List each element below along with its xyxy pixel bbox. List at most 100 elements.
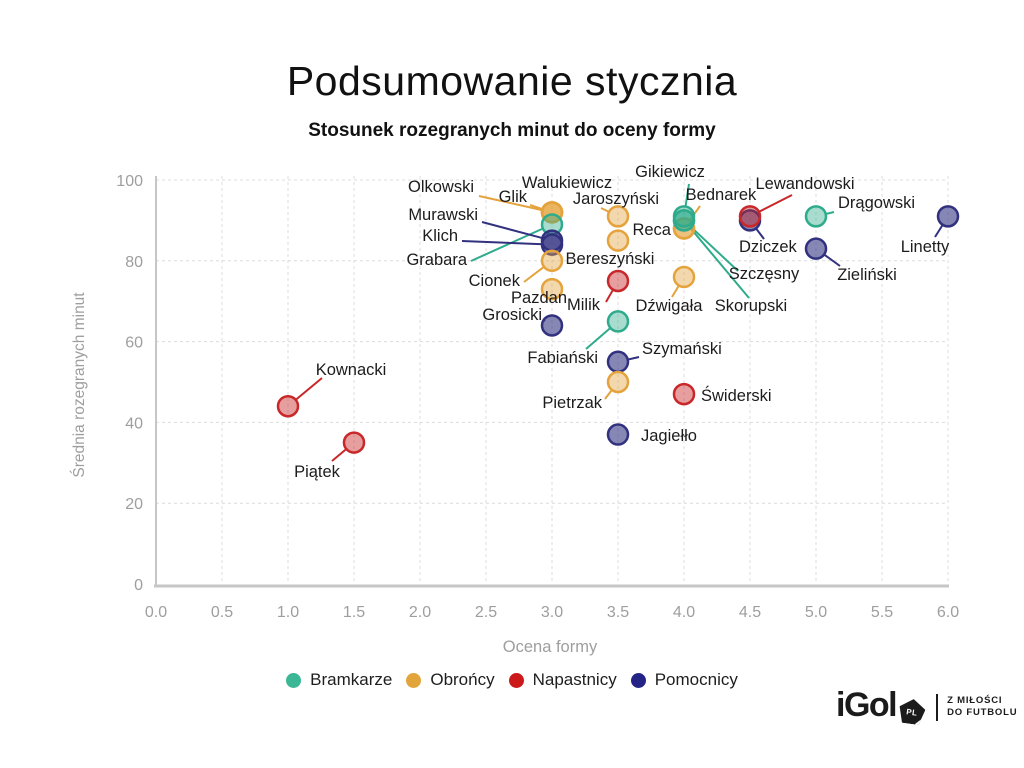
point-label-Szczęsny: Szczęsny [729, 265, 800, 283]
point-label-Grosicki: Grosicki [482, 306, 542, 324]
page-title: Podsumowanie stycznia [286, 58, 738, 104]
data-point-Zieliński [804, 237, 828, 260]
x-tick-label: 4.0 [673, 604, 695, 621]
legend-label: Napastnicy [532, 670, 617, 689]
leader-line-Zieliński [822, 253, 841, 267]
legend-dot-icon [286, 672, 302, 688]
x-tick-label: 5.0 [805, 604, 827, 621]
data-point-Gikiewicz [672, 205, 696, 228]
data-point-Dźwigała [672, 265, 696, 289]
chart-legend: Bramkarze Obrońcy Napastnicy Pomocnicy [0, 670, 1024, 690]
x-tick-label: 0.5 [211, 604, 233, 621]
logo-divider [936, 693, 939, 721]
point-label-Pietrzak: Pietrzak [542, 394, 602, 412]
leader-line-Klich [461, 240, 544, 246]
y-tick-label: 0 [134, 577, 143, 594]
data-point-Pazdan [540, 277, 564, 301]
data-point-Walukiewicz [540, 201, 564, 224]
y-tick-label: 100 [116, 173, 143, 190]
point-label-Dźwigała: Dźwigała [636, 297, 704, 315]
point-label-Drągowski: Drągowski [838, 194, 915, 212]
point-label-Świderski: Świderski [701, 386, 772, 405]
x-tick-label: 3.5 [607, 604, 629, 621]
point-label-Olkowski: Olkowski [408, 178, 474, 196]
point-label-Milik: Milik [567, 296, 601, 314]
point-label-Pazdan: Pazdan [511, 289, 567, 307]
point-label-Reca: Reca [632, 221, 671, 239]
point-label-Zieliński: Zieliński [837, 266, 897, 284]
legend-item-bramkarze: Bramkarze [286, 670, 392, 690]
chart-subtitle: Stosunek rozegranych minut do oceny form… [308, 120, 716, 141]
point-label-Dziczek: Dziczek [739, 238, 798, 256]
leader-line-Olkowski [478, 195, 544, 212]
point-label-Piątek: Piątek [294, 463, 341, 481]
leader-line-Lewandowski [757, 194, 793, 214]
point-label-Klich: Klich [422, 227, 458, 245]
logo-pentagon-icon: PL [897, 697, 926, 725]
x-tick-label: 4.5 [739, 604, 761, 621]
data-point-Lewandowski [738, 205, 762, 228]
x-tick-label: 6.0 [937, 604, 959, 621]
leader-line-Dziczek [754, 226, 765, 240]
point-label-Szymański: Szymański [642, 340, 722, 358]
point-label-Linetty: Linetty [901, 238, 950, 256]
leader-line-Linetty [934, 223, 945, 238]
x-tick-label: 2.5 [475, 604, 497, 621]
point-label-Skorupski: Skorupski [715, 297, 787, 315]
leader-line-Fabiański [585, 326, 612, 350]
leader-line-Gikiewicz [684, 183, 690, 208]
leader-line-Kownacki [294, 377, 323, 402]
legend-label: Bramkarze [310, 670, 393, 689]
point-label-Walukiewicz: Walukiewicz [522, 174, 612, 192]
legend-dot-icon [406, 672, 422, 688]
y-tick-label: 80 [125, 254, 143, 271]
point-label-Gikiewicz: Gikiewicz [635, 163, 705, 181]
x-tick-label: 1.0 [277, 604, 299, 621]
data-point-Klich [540, 233, 564, 256]
legend-label: Obrońcy [430, 670, 495, 689]
leader-line-Milik [605, 288, 615, 303]
data-point-Cionek [540, 249, 564, 273]
logo-brand-text: iGol [836, 686, 898, 724]
x-tick-label: 5.5 [871, 604, 893, 621]
leader-line-Glik [529, 204, 544, 211]
y-axis-title: Średnia rozegranych minut [70, 292, 88, 478]
point-label-Bednarek: Bednarek [686, 186, 757, 204]
x-tick-label: 2.0 [409, 604, 431, 621]
leader-line-Cionek [523, 265, 546, 283]
data-point-Bereszyński [606, 229, 630, 252]
data-point-Pietrzak [606, 370, 630, 394]
y-tick-label: 40 [125, 415, 143, 432]
data-point-Drągowski [804, 205, 828, 228]
x-tick-label: 3.0 [541, 604, 563, 621]
data-point-Milik [606, 269, 630, 293]
data-point-Kownacki [276, 394, 300, 418]
data-point-Grosicki [540, 314, 564, 337]
legend-item-pomocnicy: Pomocnicy [630, 670, 738, 690]
leader-line-Piątek [331, 447, 348, 462]
point-label-Bereszyński: Bereszyński [566, 250, 655, 268]
x-axis-title: Ocena formy [503, 638, 598, 656]
leader-line-Dźwigała [671, 284, 681, 298]
logo-tagline: Z MIŁOŚCI DO FUTBOLU [947, 694, 1018, 719]
point-label-Murawski: Murawski [408, 206, 478, 224]
data-point-Linetty [936, 205, 960, 228]
legend-item-napastnicy: Napastnicy [508, 670, 617, 690]
legend-dot-icon [508, 672, 524, 688]
point-label-Jaroszyński: Jaroszyński [573, 190, 659, 208]
x-tick-label: 0.0 [145, 604, 167, 621]
y-tick-label: 20 [125, 496, 143, 513]
logo-badge-text: PL [905, 706, 919, 718]
data-point-Bednarek [672, 217, 696, 240]
data-point-Jaroszyński [606, 205, 630, 228]
x-tick-label: 1.5 [343, 604, 365, 621]
point-label-Grabara: Grabara [406, 251, 467, 269]
leader-line-Skorupski [689, 226, 750, 299]
data-point-Szymański [606, 350, 630, 374]
igol-logo: iGol PL Z MIŁOŚCI DO FUTBOLU [836, 686, 1017, 724]
point-label-Fabiański: Fabiański [527, 349, 598, 367]
point-label-Glik: Glik [499, 188, 528, 206]
data-point-Fabiański [606, 310, 630, 333]
